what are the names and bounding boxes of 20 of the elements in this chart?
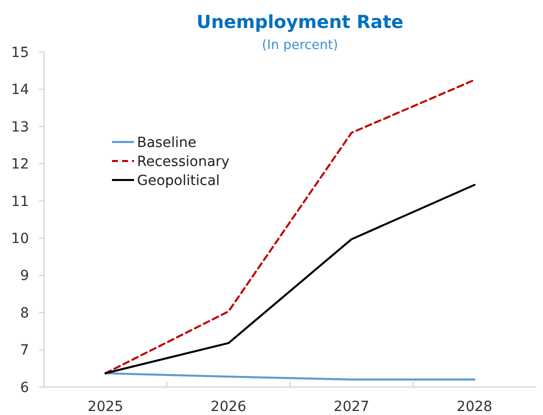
x-tick-label: 2026 <box>210 399 246 415</box>
y-tick-label: 6 <box>20 380 30 396</box>
y-tick-label: 8 <box>20 305 29 322</box>
x-tick-label: 2025 <box>88 399 124 415</box>
y-tick-label: 11 <box>11 194 29 210</box>
y-tick-label: 10 <box>11 231 29 248</box>
legend-label: Recessionary <box>137 154 230 170</box>
y-tick-label: 14 <box>11 82 30 98</box>
legend-label: Geopolitical <box>137 172 220 189</box>
legend-label: Baseline <box>137 134 196 151</box>
y-tick-label: 12 <box>11 156 29 173</box>
x-tick-label: 2027 <box>334 399 370 415</box>
chart-subtitle: (In percent) <box>262 38 338 53</box>
y-tick-label: 7 <box>20 342 29 359</box>
chart-title: Unemployment Rate <box>196 12 404 33</box>
line-series <box>104 78 476 374</box>
y-tick-label: 9 <box>20 268 29 284</box>
y-tick-label: 13 <box>11 119 29 136</box>
y-tick-label: 15 <box>11 44 29 61</box>
x-tick-label: 2028 <box>456 399 492 415</box>
